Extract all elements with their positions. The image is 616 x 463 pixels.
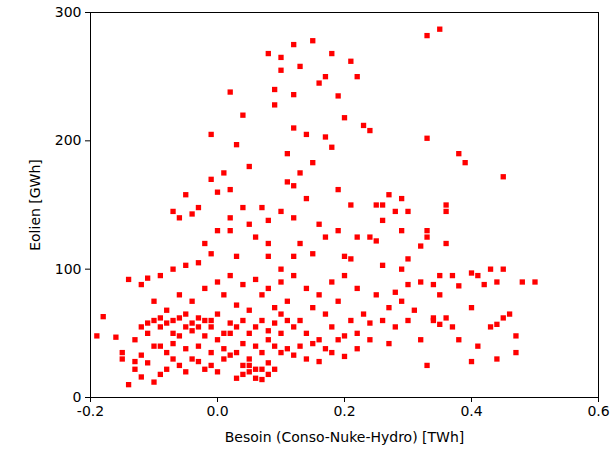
svg-text:-0.2: -0.2 <box>77 403 104 419</box>
svg-text:300: 300 <box>55 4 82 20</box>
svg-text:100: 100 <box>55 261 82 277</box>
svg-text:200: 200 <box>55 132 82 148</box>
svg-text:0.2: 0.2 <box>333 403 355 419</box>
svg-text:Eolien [GWh]: Eolien [GWh] <box>27 159 43 251</box>
svg-text:Besoin (Conso-Nuke-Hydro) [TWh: Besoin (Conso-Nuke-Hydro) [TWh] <box>225 429 465 445</box>
svg-text:0.4: 0.4 <box>460 403 482 419</box>
svg-text:0.6: 0.6 <box>587 403 609 419</box>
svg-text:0.0: 0.0 <box>206 403 228 419</box>
svg-text:0: 0 <box>72 389 82 405</box>
